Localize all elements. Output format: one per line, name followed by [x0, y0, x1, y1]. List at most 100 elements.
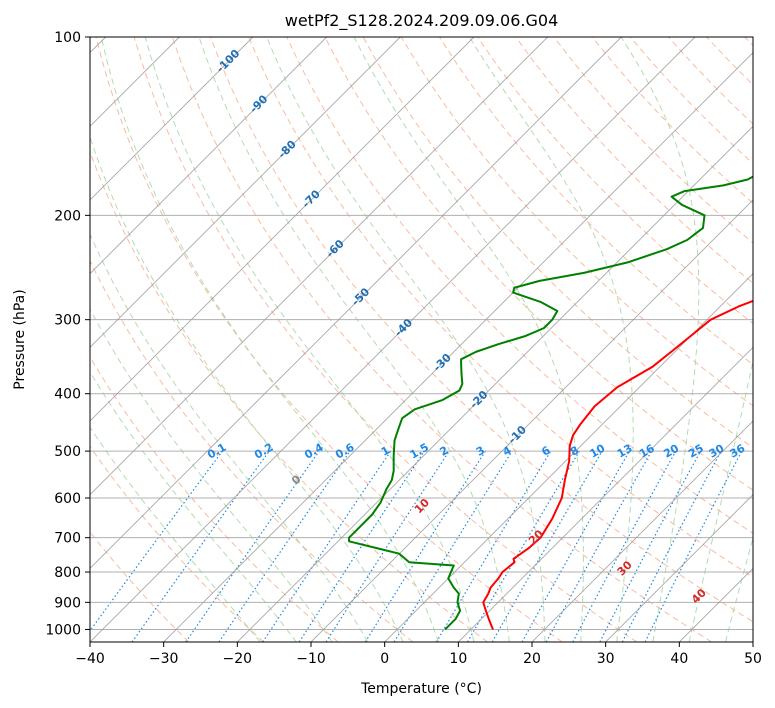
x-axis-title: Temperature (°C)	[360, 681, 482, 697]
temperature-profile	[482, 299, 753, 630]
moist-adiabat-label: 30	[615, 558, 635, 578]
mixing-ratio-line	[298, 450, 425, 642]
dry-adiabat	[90, 150, 488, 642]
isotherm	[310, 199, 753, 642]
isotherm-label: -80	[276, 138, 299, 161]
moist-adiabat	[90, 233, 369, 642]
dry-adiabat	[668, 37, 753, 125]
isotherm-label: -20	[467, 388, 490, 411]
moist-adiabat	[725, 536, 753, 642]
isotherm	[531, 420, 753, 642]
y-tick-label: 200	[54, 208, 81, 224]
dry-adiabat	[324, 37, 753, 491]
isotherm	[90, 37, 327, 275]
dry-adiabat	[133, 37, 638, 642]
mixing-ratio-line	[90, 450, 223, 632]
isotherm	[752, 641, 753, 642]
isotherm-label: -90	[247, 92, 270, 115]
isotherm	[90, 37, 622, 569]
line-labels: -100-90-80-70-60-50-40-30-20-100.1 0.2 0.4…	[205, 47, 747, 607]
mixing-ratio-label: 25	[686, 442, 706, 461]
mixing-ratio-label: 30	[707, 442, 727, 461]
x-tick-label: 0	[380, 651, 389, 667]
dry-adiabat	[90, 259, 414, 642]
y-axis-title: Pressure (hPa)	[12, 289, 28, 389]
y-axis-ticks: 100 200 300 400 500 600 700 800 900 1000	[45, 30, 90, 638]
dry-adiabats	[90, 37, 753, 642]
isotherm	[384, 273, 753, 642]
mixing-ratio-line	[644, 450, 743, 642]
moist-adiabat	[90, 426, 261, 642]
moist-adiabat	[266, 37, 546, 642]
dry-adiabat	[90, 531, 190, 642]
isotherm	[605, 494, 753, 642]
y-tick-label: 600	[54, 491, 81, 507]
dry-adiabat	[553, 37, 753, 244]
moist-adiabat	[469, 37, 634, 642]
moist-adiabat-label: 20	[526, 527, 546, 547]
dry-adiabat	[90, 356, 339, 642]
mixing-ratio-label: 1.5	[408, 441, 431, 462]
series-layer	[348, 175, 753, 631]
mixing-ratio-label: 0.4	[302, 441, 326, 462]
isotherm	[679, 567, 753, 642]
y-tick-label: 300	[54, 313, 81, 329]
dry-adiabat	[286, 37, 753, 534]
y-tick-label: 500	[54, 444, 81, 460]
moist-adiabat	[688, 358, 753, 642]
y-tick-label: 800	[54, 565, 81, 581]
mixing-ratio-label: 20	[661, 442, 681, 461]
y-tick-label: 700	[54, 531, 81, 547]
x-tick-label: 30	[597, 651, 615, 667]
mixing-ratio-lines	[90, 450, 743, 642]
mixing-ratio-line	[131, 450, 270, 642]
dry-adiabat	[248, 37, 753, 578]
dry-adiabat	[706, 37, 753, 86]
chart-title: wetPf2_S128.2024.209.09.06.G04	[285, 11, 559, 31]
mixing-ratio-label: 0.2	[252, 441, 275, 462]
isotherm-label: -50	[349, 285, 372, 308]
isotherm	[90, 37, 254, 201]
isotherm-label: -100	[214, 47, 243, 76]
moist-adiabat-label: 40	[689, 586, 709, 606]
moist-adiabat	[90, 135, 404, 642]
moist-adiabat	[198, 37, 510, 642]
x-tick-label: −10	[296, 651, 326, 667]
plot-frame	[89, 36, 754, 643]
mixing-ratio-label: 13	[615, 442, 635, 461]
mixing-ratio-label: 16	[637, 442, 657, 461]
y-tick-label: 400	[54, 387, 81, 403]
isotherm-label: -30	[431, 351, 454, 374]
dry-adiabat	[210, 37, 753, 623]
isotherm	[163, 52, 753, 642]
x-tick-label: −30	[149, 651, 179, 667]
mixing-ratio-label: 0.6	[333, 440, 357, 461]
dewpoint-profile	[348, 175, 753, 631]
mixing-ratio-line	[325, 450, 450, 642]
x-tick-label: −40	[75, 651, 105, 667]
mixing-ratio-line	[393, 450, 513, 642]
moist-adiabat	[620, 37, 700, 642]
y-tick-label: 900	[54, 595, 81, 611]
x-tick-label: 20	[523, 651, 541, 667]
mixing-ratio-line	[521, 450, 631, 642]
isotherm	[90, 37, 401, 348]
plot-area: -100-90-80-70-60-50-40-30-20-100.1 0.2 0.4…	[90, 37, 753, 642]
isotherm	[90, 37, 475, 422]
isotherm-label: -10	[506, 423, 529, 446]
mixing-ratio-line	[545, 450, 653, 642]
mixing-ratio-label: 0.1	[205, 441, 228, 462]
mixing-ratio-line	[185, 450, 320, 642]
x-tick-label: 50	[744, 651, 762, 667]
dry-adiabat	[95, 37, 563, 642]
isotherm	[90, 37, 696, 642]
dry-adiabat	[171, 37, 712, 642]
y-tick-label: 100	[54, 30, 81, 46]
x-axis-ticks: −40 −30 −20 −10 0 10 20 30 40 50	[75, 642, 762, 667]
mixing-ratio-label: 10	[587, 442, 607, 461]
x-tick-label: −20	[223, 651, 253, 667]
isotherms	[90, 37, 753, 642]
moist-adiabat	[90, 308, 333, 642]
dry-adiabat	[515, 37, 753, 284]
